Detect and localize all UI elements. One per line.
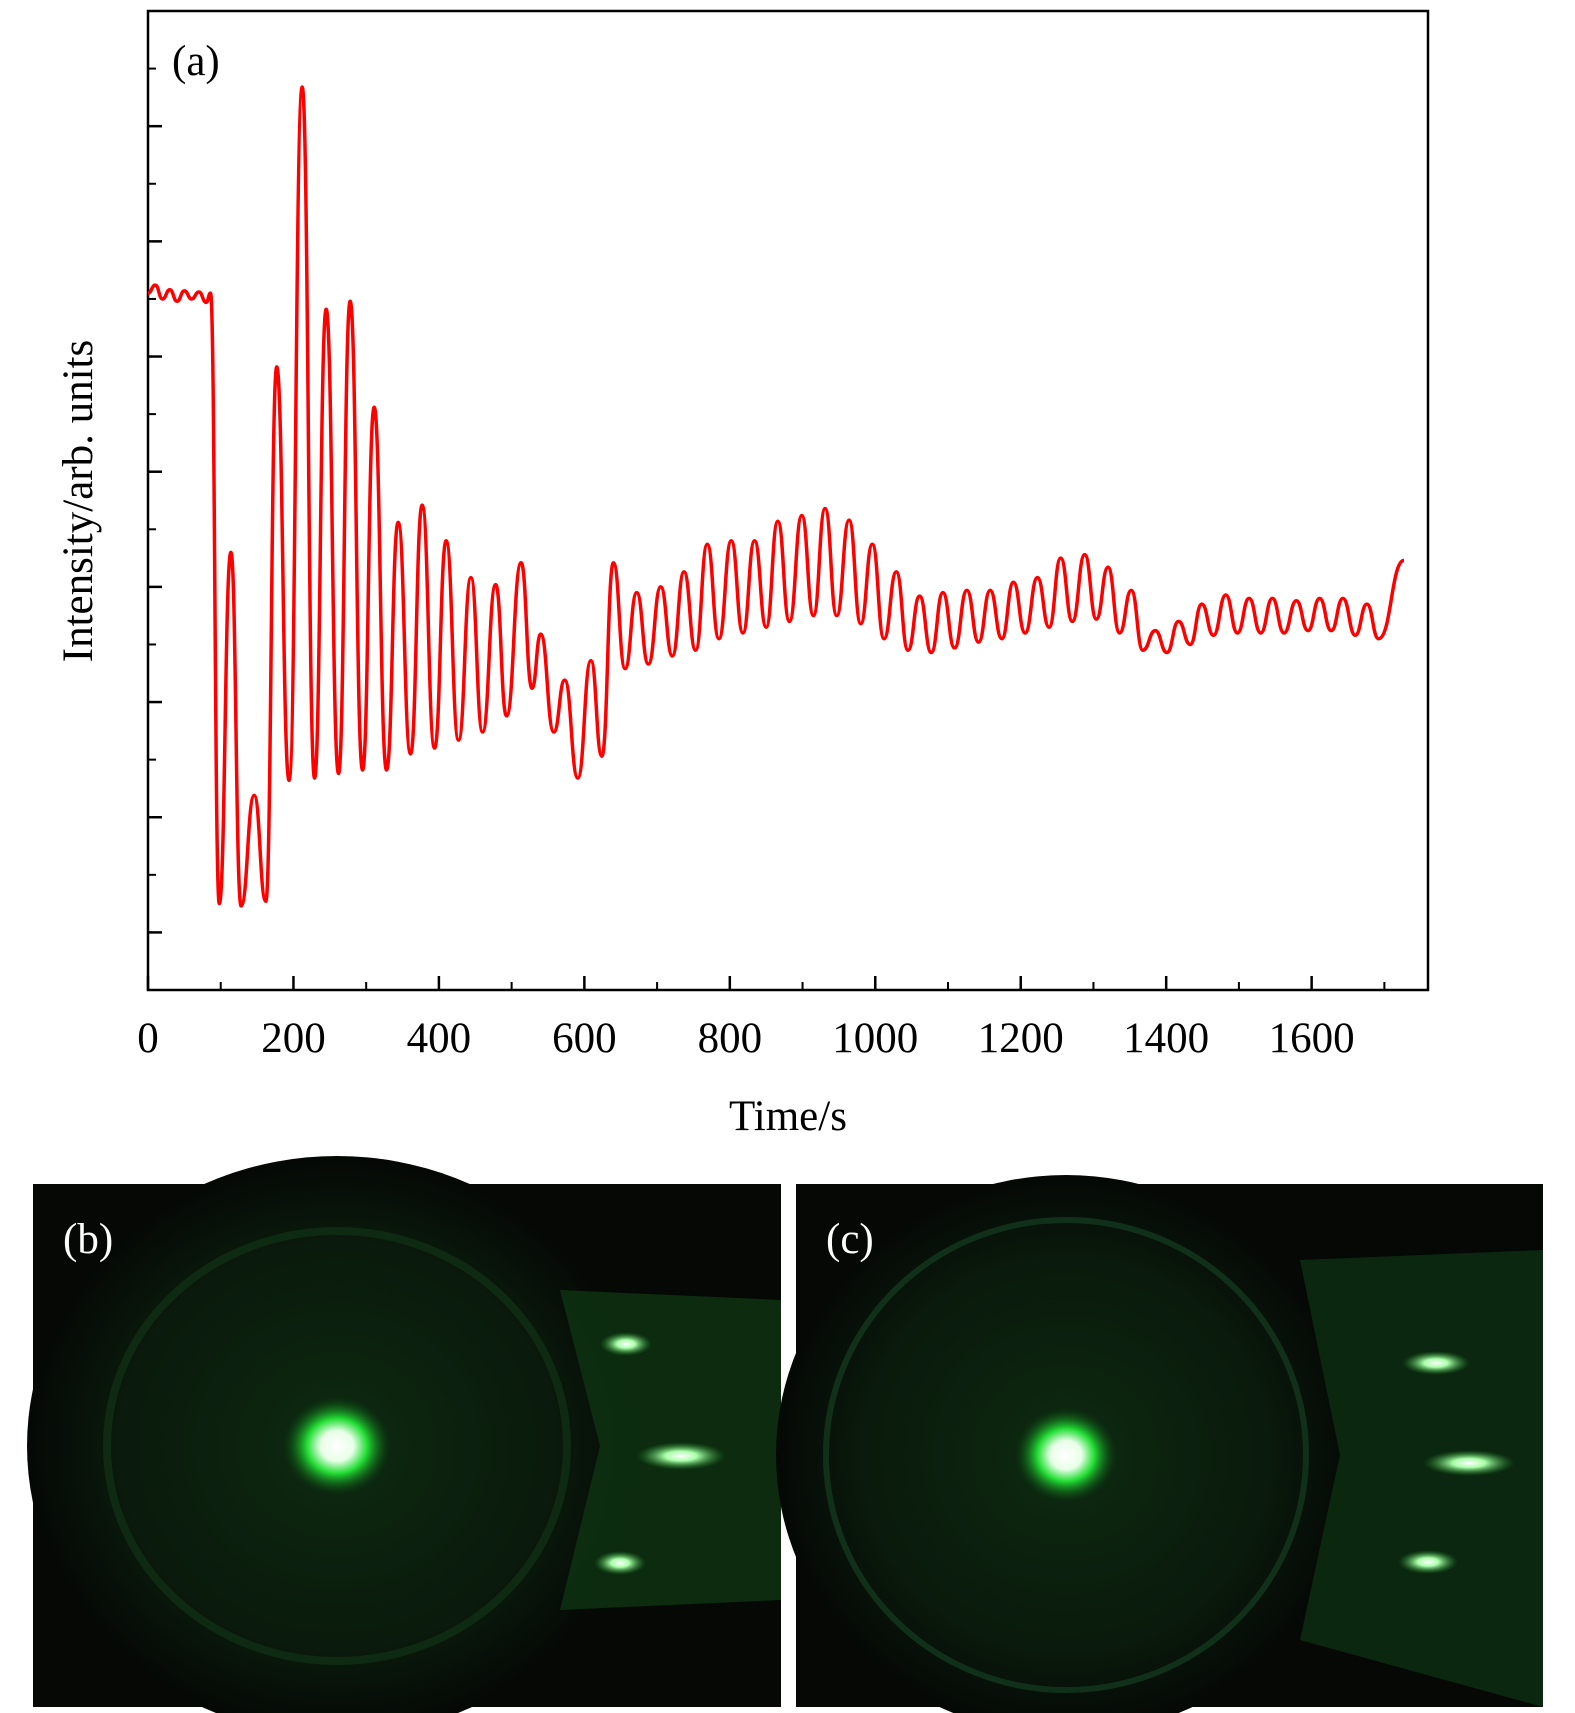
y-axis-label: Intensity/arb. units: [55, 340, 102, 662]
plot-frame: [146, 9, 1430, 992]
rheed-image-c: (c): [776, 1175, 1543, 1713]
x-tick-label: 800: [698, 1015, 763, 1062]
x-tick-label: 1400: [1123, 1015, 1209, 1062]
x-tick-label: 1200: [978, 1015, 1064, 1062]
panel-label: (a): [172, 38, 220, 85]
data-line: [147, 85, 1405, 908]
x-tick-label: 1600: [1269, 1015, 1355, 1062]
panel-label: (b): [63, 1216, 113, 1263]
x-tick-label: 600: [552, 1015, 617, 1062]
x-tick-label: 200: [261, 1015, 326, 1062]
panel-label: (c): [826, 1216, 874, 1263]
rheed-image-b: (b): [27, 1156, 781, 1713]
x-tick-label: 400: [407, 1015, 472, 1062]
x-tick-label: 0: [137, 1015, 159, 1062]
x-tick-label: 1000: [832, 1015, 918, 1062]
x-axis-label: Time/s: [729, 1093, 847, 1140]
